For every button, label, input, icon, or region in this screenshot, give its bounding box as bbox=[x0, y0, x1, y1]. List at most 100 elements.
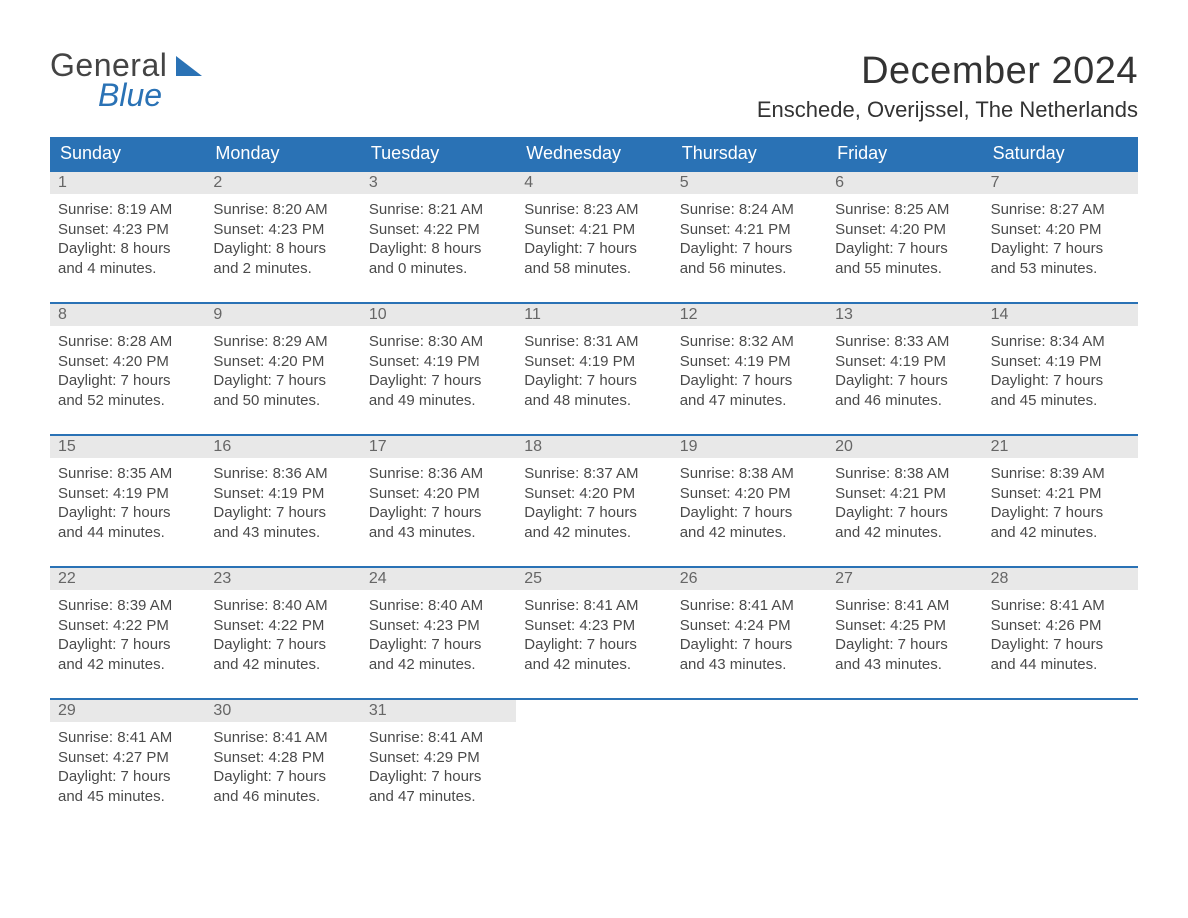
daylight-text: and 42 minutes. bbox=[58, 655, 197, 675]
day-number: 12 bbox=[672, 304, 827, 326]
daylight-text: Daylight: 7 hours bbox=[991, 635, 1130, 655]
calendar-cell: 20Sunrise: 8:38 AMSunset: 4:21 PMDayligh… bbox=[827, 436, 982, 552]
sunset-text: Sunset: 4:29 PM bbox=[369, 748, 508, 768]
day-details: Sunrise: 8:21 AMSunset: 4:22 PMDaylight:… bbox=[361, 194, 516, 278]
daylight-text: and 49 minutes. bbox=[369, 391, 508, 411]
day-details: Sunrise: 8:37 AMSunset: 4:20 PMDaylight:… bbox=[516, 458, 671, 542]
daylight-text: and 44 minutes. bbox=[58, 523, 197, 543]
daylight-text: Daylight: 7 hours bbox=[58, 635, 197, 655]
sunrise-text: Sunrise: 8:23 AM bbox=[524, 200, 663, 220]
daylight-text: Daylight: 7 hours bbox=[58, 371, 197, 391]
day-number: 26 bbox=[672, 568, 827, 590]
sunset-text: Sunset: 4:20 PM bbox=[524, 484, 663, 504]
daylight-text: and 48 minutes. bbox=[524, 391, 663, 411]
sunrise-text: Sunrise: 8:30 AM bbox=[369, 332, 508, 352]
calendar-cell bbox=[516, 700, 671, 816]
day-number: 8 bbox=[50, 304, 205, 326]
daylight-text: Daylight: 7 hours bbox=[524, 239, 663, 259]
sunrise-text: Sunrise: 8:36 AM bbox=[369, 464, 508, 484]
sunrise-text: Sunrise: 8:36 AM bbox=[213, 464, 352, 484]
sunset-text: Sunset: 4:21 PM bbox=[524, 220, 663, 240]
day-details: Sunrise: 8:41 AMSunset: 4:25 PMDaylight:… bbox=[827, 590, 982, 674]
sunrise-text: Sunrise: 8:21 AM bbox=[369, 200, 508, 220]
day-number: 15 bbox=[50, 436, 205, 458]
daylight-text: and 0 minutes. bbox=[369, 259, 508, 279]
sunrise-text: Sunrise: 8:28 AM bbox=[58, 332, 197, 352]
calendar-cell: 22Sunrise: 8:39 AMSunset: 4:22 PMDayligh… bbox=[50, 568, 205, 684]
weekday-label: Tuesday bbox=[361, 137, 516, 170]
sunset-text: Sunset: 4:19 PM bbox=[213, 484, 352, 504]
day-details: Sunrise: 8:39 AMSunset: 4:22 PMDaylight:… bbox=[50, 590, 205, 674]
day-details: Sunrise: 8:39 AMSunset: 4:21 PMDaylight:… bbox=[983, 458, 1138, 542]
daylight-text: and 2 minutes. bbox=[213, 259, 352, 279]
sunset-text: Sunset: 4:22 PM bbox=[213, 616, 352, 636]
sunset-text: Sunset: 4:20 PM bbox=[835, 220, 974, 240]
sunset-text: Sunset: 4:20 PM bbox=[680, 484, 819, 504]
sunrise-text: Sunrise: 8:31 AM bbox=[524, 332, 663, 352]
day-details: Sunrise: 8:27 AMSunset: 4:20 PMDaylight:… bbox=[983, 194, 1138, 278]
sunset-text: Sunset: 4:19 PM bbox=[835, 352, 974, 372]
weekday-label: Sunday bbox=[50, 137, 205, 170]
daylight-text: Daylight: 7 hours bbox=[680, 635, 819, 655]
daylight-text: and 52 minutes. bbox=[58, 391, 197, 411]
daylight-text: Daylight: 7 hours bbox=[991, 503, 1130, 523]
calendar-cell: 9Sunrise: 8:29 AMSunset: 4:20 PMDaylight… bbox=[205, 304, 360, 420]
daylight-text: Daylight: 8 hours bbox=[213, 239, 352, 259]
daylight-text: and 43 minutes. bbox=[369, 523, 508, 543]
sunrise-text: Sunrise: 8:41 AM bbox=[835, 596, 974, 616]
daylight-text: and 46 minutes. bbox=[213, 787, 352, 807]
day-details: Sunrise: 8:19 AMSunset: 4:23 PMDaylight:… bbox=[50, 194, 205, 278]
calendar-week: 22Sunrise: 8:39 AMSunset: 4:22 PMDayligh… bbox=[50, 566, 1138, 684]
logo-triangle-icon bbox=[176, 56, 202, 79]
daylight-text: and 4 minutes. bbox=[58, 259, 197, 279]
day-number: 23 bbox=[205, 568, 360, 590]
daylight-text: and 43 minutes. bbox=[213, 523, 352, 543]
sunset-text: Sunset: 4:25 PM bbox=[835, 616, 974, 636]
calendar-cell: 31Sunrise: 8:41 AMSunset: 4:29 PMDayligh… bbox=[361, 700, 516, 816]
calendar-cell: 19Sunrise: 8:38 AMSunset: 4:20 PMDayligh… bbox=[672, 436, 827, 552]
sunset-text: Sunset: 4:21 PM bbox=[835, 484, 974, 504]
daylight-text: Daylight: 7 hours bbox=[213, 635, 352, 655]
day-details: Sunrise: 8:38 AMSunset: 4:21 PMDaylight:… bbox=[827, 458, 982, 542]
day-number: 14 bbox=[983, 304, 1138, 326]
daylight-text: and 44 minutes. bbox=[991, 655, 1130, 675]
calendar-cell: 12Sunrise: 8:32 AMSunset: 4:19 PMDayligh… bbox=[672, 304, 827, 420]
daylight-text: Daylight: 7 hours bbox=[680, 239, 819, 259]
daylight-text: Daylight: 7 hours bbox=[835, 503, 974, 523]
day-details bbox=[516, 704, 671, 710]
calendar-cell: 26Sunrise: 8:41 AMSunset: 4:24 PMDayligh… bbox=[672, 568, 827, 684]
day-number: 29 bbox=[50, 700, 205, 722]
day-number: 11 bbox=[516, 304, 671, 326]
day-details: Sunrise: 8:24 AMSunset: 4:21 PMDaylight:… bbox=[672, 194, 827, 278]
daylight-text: and 45 minutes. bbox=[991, 391, 1130, 411]
sunrise-text: Sunrise: 8:40 AM bbox=[369, 596, 508, 616]
day-details: Sunrise: 8:29 AMSunset: 4:20 PMDaylight:… bbox=[205, 326, 360, 410]
weekday-label: Wednesday bbox=[516, 137, 671, 170]
calendar-week: 15Sunrise: 8:35 AMSunset: 4:19 PMDayligh… bbox=[50, 434, 1138, 552]
day-details: Sunrise: 8:35 AMSunset: 4:19 PMDaylight:… bbox=[50, 458, 205, 542]
day-details: Sunrise: 8:33 AMSunset: 4:19 PMDaylight:… bbox=[827, 326, 982, 410]
sunset-text: Sunset: 4:19 PM bbox=[58, 484, 197, 504]
day-details: Sunrise: 8:40 AMSunset: 4:22 PMDaylight:… bbox=[205, 590, 360, 674]
day-details: Sunrise: 8:32 AMSunset: 4:19 PMDaylight:… bbox=[672, 326, 827, 410]
sunrise-text: Sunrise: 8:37 AM bbox=[524, 464, 663, 484]
day-number: 18 bbox=[516, 436, 671, 458]
day-number: 16 bbox=[205, 436, 360, 458]
sunrise-text: Sunrise: 8:41 AM bbox=[369, 728, 508, 748]
day-number: 21 bbox=[983, 436, 1138, 458]
logo-word-blue: Blue bbox=[98, 80, 202, 110]
day-number: 17 bbox=[361, 436, 516, 458]
calendar-week: 8Sunrise: 8:28 AMSunset: 4:20 PMDaylight… bbox=[50, 302, 1138, 420]
day-details: Sunrise: 8:25 AMSunset: 4:20 PMDaylight:… bbox=[827, 194, 982, 278]
page-header: General Blue December 2024 Enschede, Ove… bbox=[50, 50, 1138, 123]
day-details: Sunrise: 8:28 AMSunset: 4:20 PMDaylight:… bbox=[50, 326, 205, 410]
daylight-text: and 42 minutes. bbox=[213, 655, 352, 675]
calendar-cell: 23Sunrise: 8:40 AMSunset: 4:22 PMDayligh… bbox=[205, 568, 360, 684]
day-details bbox=[672, 704, 827, 710]
sunrise-text: Sunrise: 8:40 AM bbox=[213, 596, 352, 616]
day-number: 10 bbox=[361, 304, 516, 326]
calendar-cell: 15Sunrise: 8:35 AMSunset: 4:19 PMDayligh… bbox=[50, 436, 205, 552]
calendar-cell: 30Sunrise: 8:41 AMSunset: 4:28 PMDayligh… bbox=[205, 700, 360, 816]
daylight-text: Daylight: 7 hours bbox=[991, 371, 1130, 391]
calendar-cell: 11Sunrise: 8:31 AMSunset: 4:19 PMDayligh… bbox=[516, 304, 671, 420]
